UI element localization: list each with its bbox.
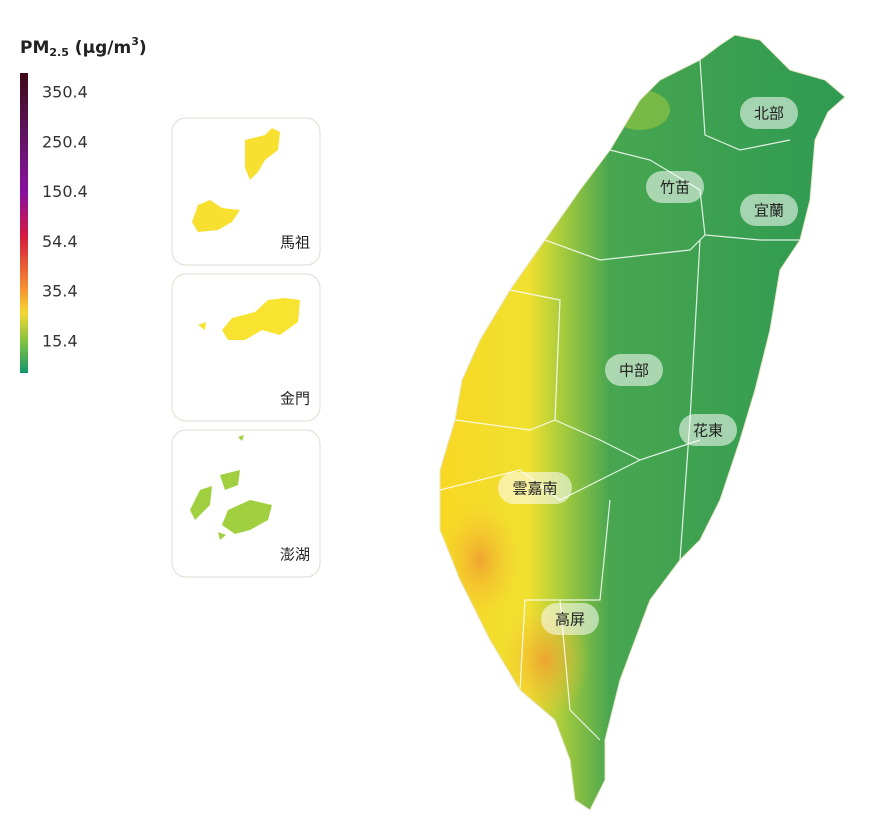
inset-label: 金門 — [280, 390, 310, 408]
inset-label: 澎湖 — [280, 546, 310, 564]
legend-tick-label: 150.4 — [42, 182, 88, 201]
region-label: 北部 — [754, 105, 784, 123]
region-label: 雲嘉南 — [512, 480, 557, 498]
region-label: 高屏 — [555, 611, 585, 629]
island — [190, 435, 272, 540]
region-pill — [498, 472, 572, 504]
region-label: 宜蘭 — [754, 202, 784, 220]
region-label: 花東 — [693, 422, 723, 440]
lowland — [610, 90, 670, 130]
inset-label: 馬祖 — [280, 234, 310, 252]
island — [192, 128, 280, 232]
legend-tick-label: 54.4 — [42, 232, 78, 251]
island — [198, 298, 300, 340]
region-label: 中部 — [619, 362, 649, 380]
legend-tick-label: 350.4 — [42, 83, 88, 102]
region-pill — [740, 97, 798, 129]
region-pill — [541, 603, 599, 635]
region-pill — [646, 171, 704, 203]
legend-tick-label: 15.4 — [42, 332, 78, 351]
region-label: 竹苗 — [660, 179, 690, 197]
legend-tick-label: 35.4 — [42, 282, 78, 301]
legend-tick-label: 250.4 — [42, 132, 88, 151]
region-pill — [605, 354, 663, 386]
legend: PM2.5 (μg/m3) 350.4 250.4 150.4 54.4 35.4 15.… — [20, 35, 147, 373]
legend-title: PM2.5 (μg/m3) — [20, 35, 147, 59]
color-bar — [20, 73, 28, 373]
region-pill — [740, 194, 798, 226]
region-pill — [679, 414, 737, 446]
